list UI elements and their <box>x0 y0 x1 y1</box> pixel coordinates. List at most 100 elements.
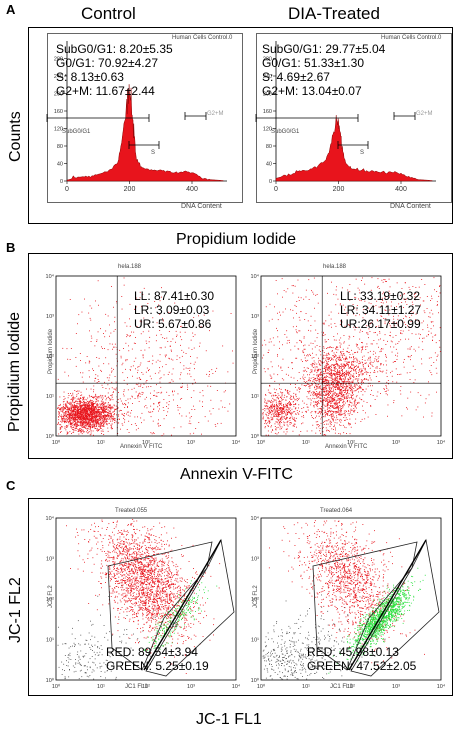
event-dot <box>324 410 326 412</box>
event-dot <box>87 411 89 413</box>
event-dot <box>138 385 140 387</box>
event-dot <box>179 357 181 359</box>
event-dot <box>160 392 162 394</box>
event-dot <box>362 373 364 375</box>
event-dot <box>73 405 74 407</box>
event-dot <box>322 362 324 363</box>
event-dot <box>212 293 214 295</box>
event-dot <box>351 361 352 363</box>
event-dot <box>81 421 83 423</box>
event-dot <box>212 310 214 312</box>
event-dot <box>333 372 335 374</box>
event-dot <box>337 419 339 420</box>
event-dot <box>80 409 81 411</box>
event-dot <box>90 429 92 431</box>
event-dot <box>86 411 88 413</box>
event-dot <box>206 373 208 375</box>
event-dot <box>83 403 85 405</box>
event-dot <box>327 414 329 416</box>
event-dot <box>325 413 327 415</box>
event-dot <box>362 342 363 344</box>
event-dot <box>73 417 75 418</box>
event-dot <box>130 366 132 368</box>
event-dot <box>272 395 274 397</box>
event-dot <box>80 391 82 393</box>
event-dot <box>336 374 338 376</box>
event-dot <box>85 419 87 420</box>
event-dot <box>67 414 69 416</box>
event-dot <box>337 398 339 400</box>
event-dot <box>190 356 191 357</box>
event-dot <box>345 386 347 387</box>
event-dot <box>277 426 279 428</box>
event-dot <box>94 424 96 426</box>
event-dot <box>96 416 98 418</box>
event-dot <box>109 405 111 407</box>
event-dot <box>64 426 66 428</box>
event-dot <box>64 421 65 422</box>
event-dot <box>323 381 325 382</box>
event-dot <box>125 360 127 362</box>
event-dot <box>276 397 278 399</box>
event-dot <box>351 361 353 362</box>
event-dot <box>370 394 372 395</box>
event-dot <box>170 349 172 351</box>
event-dot <box>127 377 128 379</box>
event-dot <box>194 361 196 363</box>
event-dot <box>99 406 101 408</box>
event-dot <box>428 381 429 383</box>
event-dot <box>127 414 129 416</box>
event-dot <box>286 422 288 424</box>
event-dot <box>319 346 321 347</box>
event-dot <box>108 388 110 390</box>
event-dot <box>89 417 91 419</box>
event-dot <box>316 337 318 339</box>
event-dot <box>339 393 341 395</box>
event-dot <box>82 425 83 427</box>
event-dot <box>111 423 113 425</box>
event-dot <box>321 412 323 413</box>
event-dot <box>196 357 198 359</box>
event-dot <box>102 402 104 404</box>
event-dot <box>91 405 93 407</box>
event-dot <box>109 407 111 408</box>
event-dot <box>296 398 298 399</box>
event-dot <box>61 418 63 420</box>
event-dot <box>88 400 90 402</box>
event-dot <box>325 434 327 436</box>
event-dot <box>344 375 345 377</box>
event-dot <box>152 317 154 319</box>
event-dot <box>80 415 82 417</box>
event-dot <box>277 330 278 332</box>
event-dot <box>119 418 120 420</box>
event-dot <box>340 393 341 395</box>
event-dot <box>356 384 358 386</box>
event-dot <box>306 406 308 408</box>
event-dot <box>349 423 351 424</box>
event-dot <box>71 409 73 411</box>
event-dot <box>101 423 103 424</box>
event-dot <box>90 419 92 421</box>
event-dot <box>135 337 136 338</box>
event-dot <box>344 396 346 398</box>
event-dot <box>100 408 102 410</box>
event-dot <box>351 363 353 365</box>
event-dot <box>348 423 350 425</box>
event-dot <box>434 289 435 291</box>
event-dot <box>67 406 69 408</box>
event-dot <box>103 415 105 417</box>
event-dot <box>310 330 312 332</box>
event-dot <box>75 357 77 358</box>
event-dot <box>311 417 313 418</box>
event-dot <box>218 408 220 410</box>
event-dot <box>262 416 264 418</box>
panel-a-frame <box>28 27 453 224</box>
event-dot <box>88 405 90 406</box>
event-dot <box>288 409 290 411</box>
event-dot <box>90 418 92 420</box>
event-dot <box>71 398 73 400</box>
event-dot <box>339 345 341 347</box>
event-dot <box>65 405 67 406</box>
event-dot <box>306 403 308 405</box>
event-dot <box>273 405 275 407</box>
